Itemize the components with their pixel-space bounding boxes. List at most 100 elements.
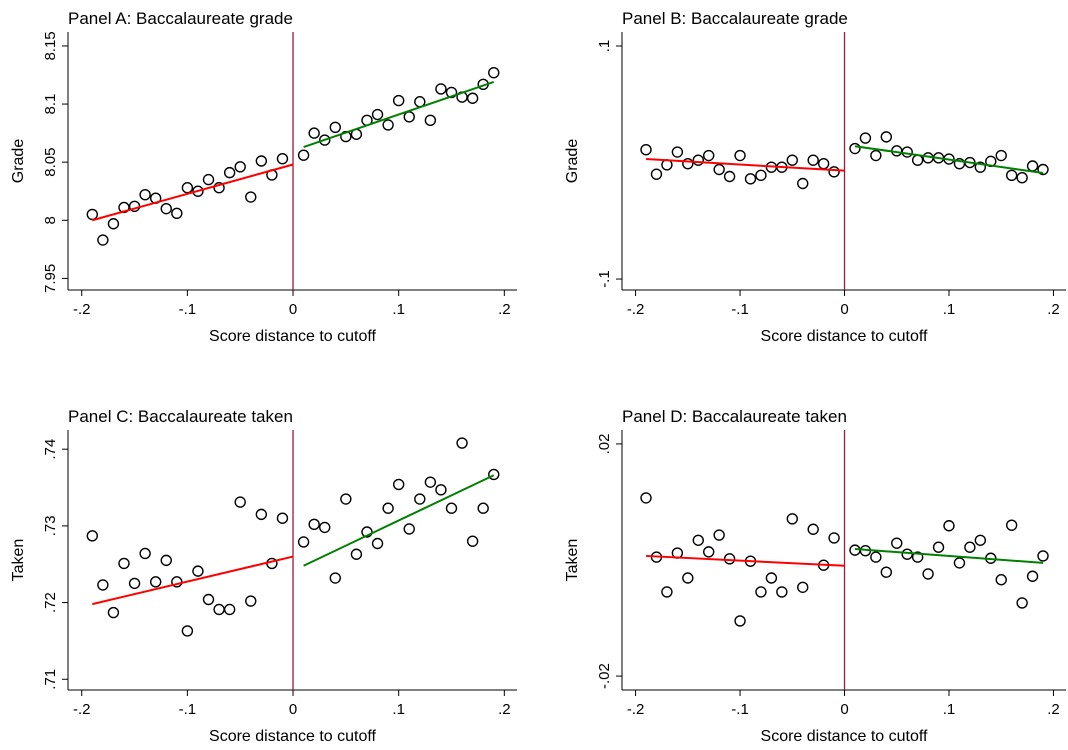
data-point [671,146,684,158]
x-axis-label: Score distance to cutoff [209,328,376,345]
data-point [828,532,840,544]
data-point [713,529,725,541]
data-point [223,166,236,179]
panel-title: Panel D: Baccalaureate taken [622,407,847,426]
data-point [361,526,373,538]
data-point [703,149,715,162]
data-point [213,182,225,194]
data-point [488,468,500,481]
data-point [1026,570,1039,582]
data-point [171,207,183,219]
data-point [995,574,1007,586]
data-point [922,568,934,580]
y-tick-label: 8.1 [42,94,59,115]
data-point [765,572,778,584]
panel-title: Panel A: Baccalaureate grade [68,9,293,28]
data-point [213,603,225,616]
data-point [974,534,987,546]
fit-line [92,555,294,606]
data-point [414,493,426,505]
data-point [107,606,120,619]
data-point [692,534,704,546]
data-point [202,173,215,186]
data-point [849,142,861,155]
data-point [817,157,830,170]
data-point [445,502,458,514]
data-point [828,166,840,178]
x-tick-label: .1 [943,301,956,318]
data-point [171,576,183,588]
data-point [661,586,673,598]
data-point [1037,550,1049,562]
data-point [734,149,746,162]
data-point [255,155,268,167]
fit-line [854,145,1044,174]
x-tick-label: -.1 [731,301,749,318]
data-point [160,554,172,567]
x-tick-label: -.1 [179,301,197,318]
data-point [1026,160,1039,172]
data-point [488,66,500,79]
x-tick-label: .1 [392,701,405,718]
data-point [245,595,257,607]
y-tick-label: 8.05 [42,148,59,177]
data-point [319,134,331,146]
data-point [891,537,903,549]
data-point [86,530,98,542]
x-tick-label: .1 [943,701,956,718]
x-tick-label: 0 [840,701,848,718]
data-point [149,576,162,588]
data-point [466,92,479,104]
data-point [255,508,268,521]
data-point [682,572,694,584]
data-point [786,513,798,525]
y-axis-label: Taken [10,539,27,582]
data-point [723,170,736,183]
data-point [181,182,194,194]
data-point [870,551,882,563]
data-point [245,191,257,203]
data-point [1005,519,1018,531]
data-point [192,565,204,577]
data-point [234,161,246,173]
data-point [755,586,767,598]
data-point [943,520,955,532]
data-point [308,127,320,139]
y-tick-label: .71 [42,669,59,690]
data-point [329,572,341,584]
data-point [776,586,788,598]
x-axis-label: Score distance to cutoff [209,728,376,745]
fit-line [645,554,845,567]
data-point [734,615,746,627]
y-tick-label: .72 [42,592,59,613]
data-point [964,541,976,553]
data-point [107,218,120,230]
data-point [403,111,415,123]
data-point [807,523,819,535]
x-tick-label: -.2 [73,301,91,318]
y-axis-label: Grade [10,139,27,184]
data-point [870,149,882,162]
x-axis-label: Score distance to cutoff [761,728,928,745]
y-tick-label: 7.95 [42,264,59,293]
data-point [786,154,798,166]
x-axis-label: Score distance to cutoff [761,328,928,345]
data-point [880,131,893,143]
data-point [1016,171,1028,184]
data-point [424,476,437,488]
y-axis-label: Taken [564,539,581,582]
data-point [880,566,893,578]
x-tick-label: 0 [289,301,297,318]
data-point [128,577,141,590]
data-point [744,173,757,185]
x-tick-label: .2 [1047,701,1060,718]
data-point [456,437,468,449]
data-point [276,512,289,524]
y-tick-label: -.1 [596,270,613,288]
data-point [1016,597,1028,609]
data-point [297,149,310,161]
data-point [392,478,405,491]
data-point [911,551,924,563]
data-point [382,119,394,131]
